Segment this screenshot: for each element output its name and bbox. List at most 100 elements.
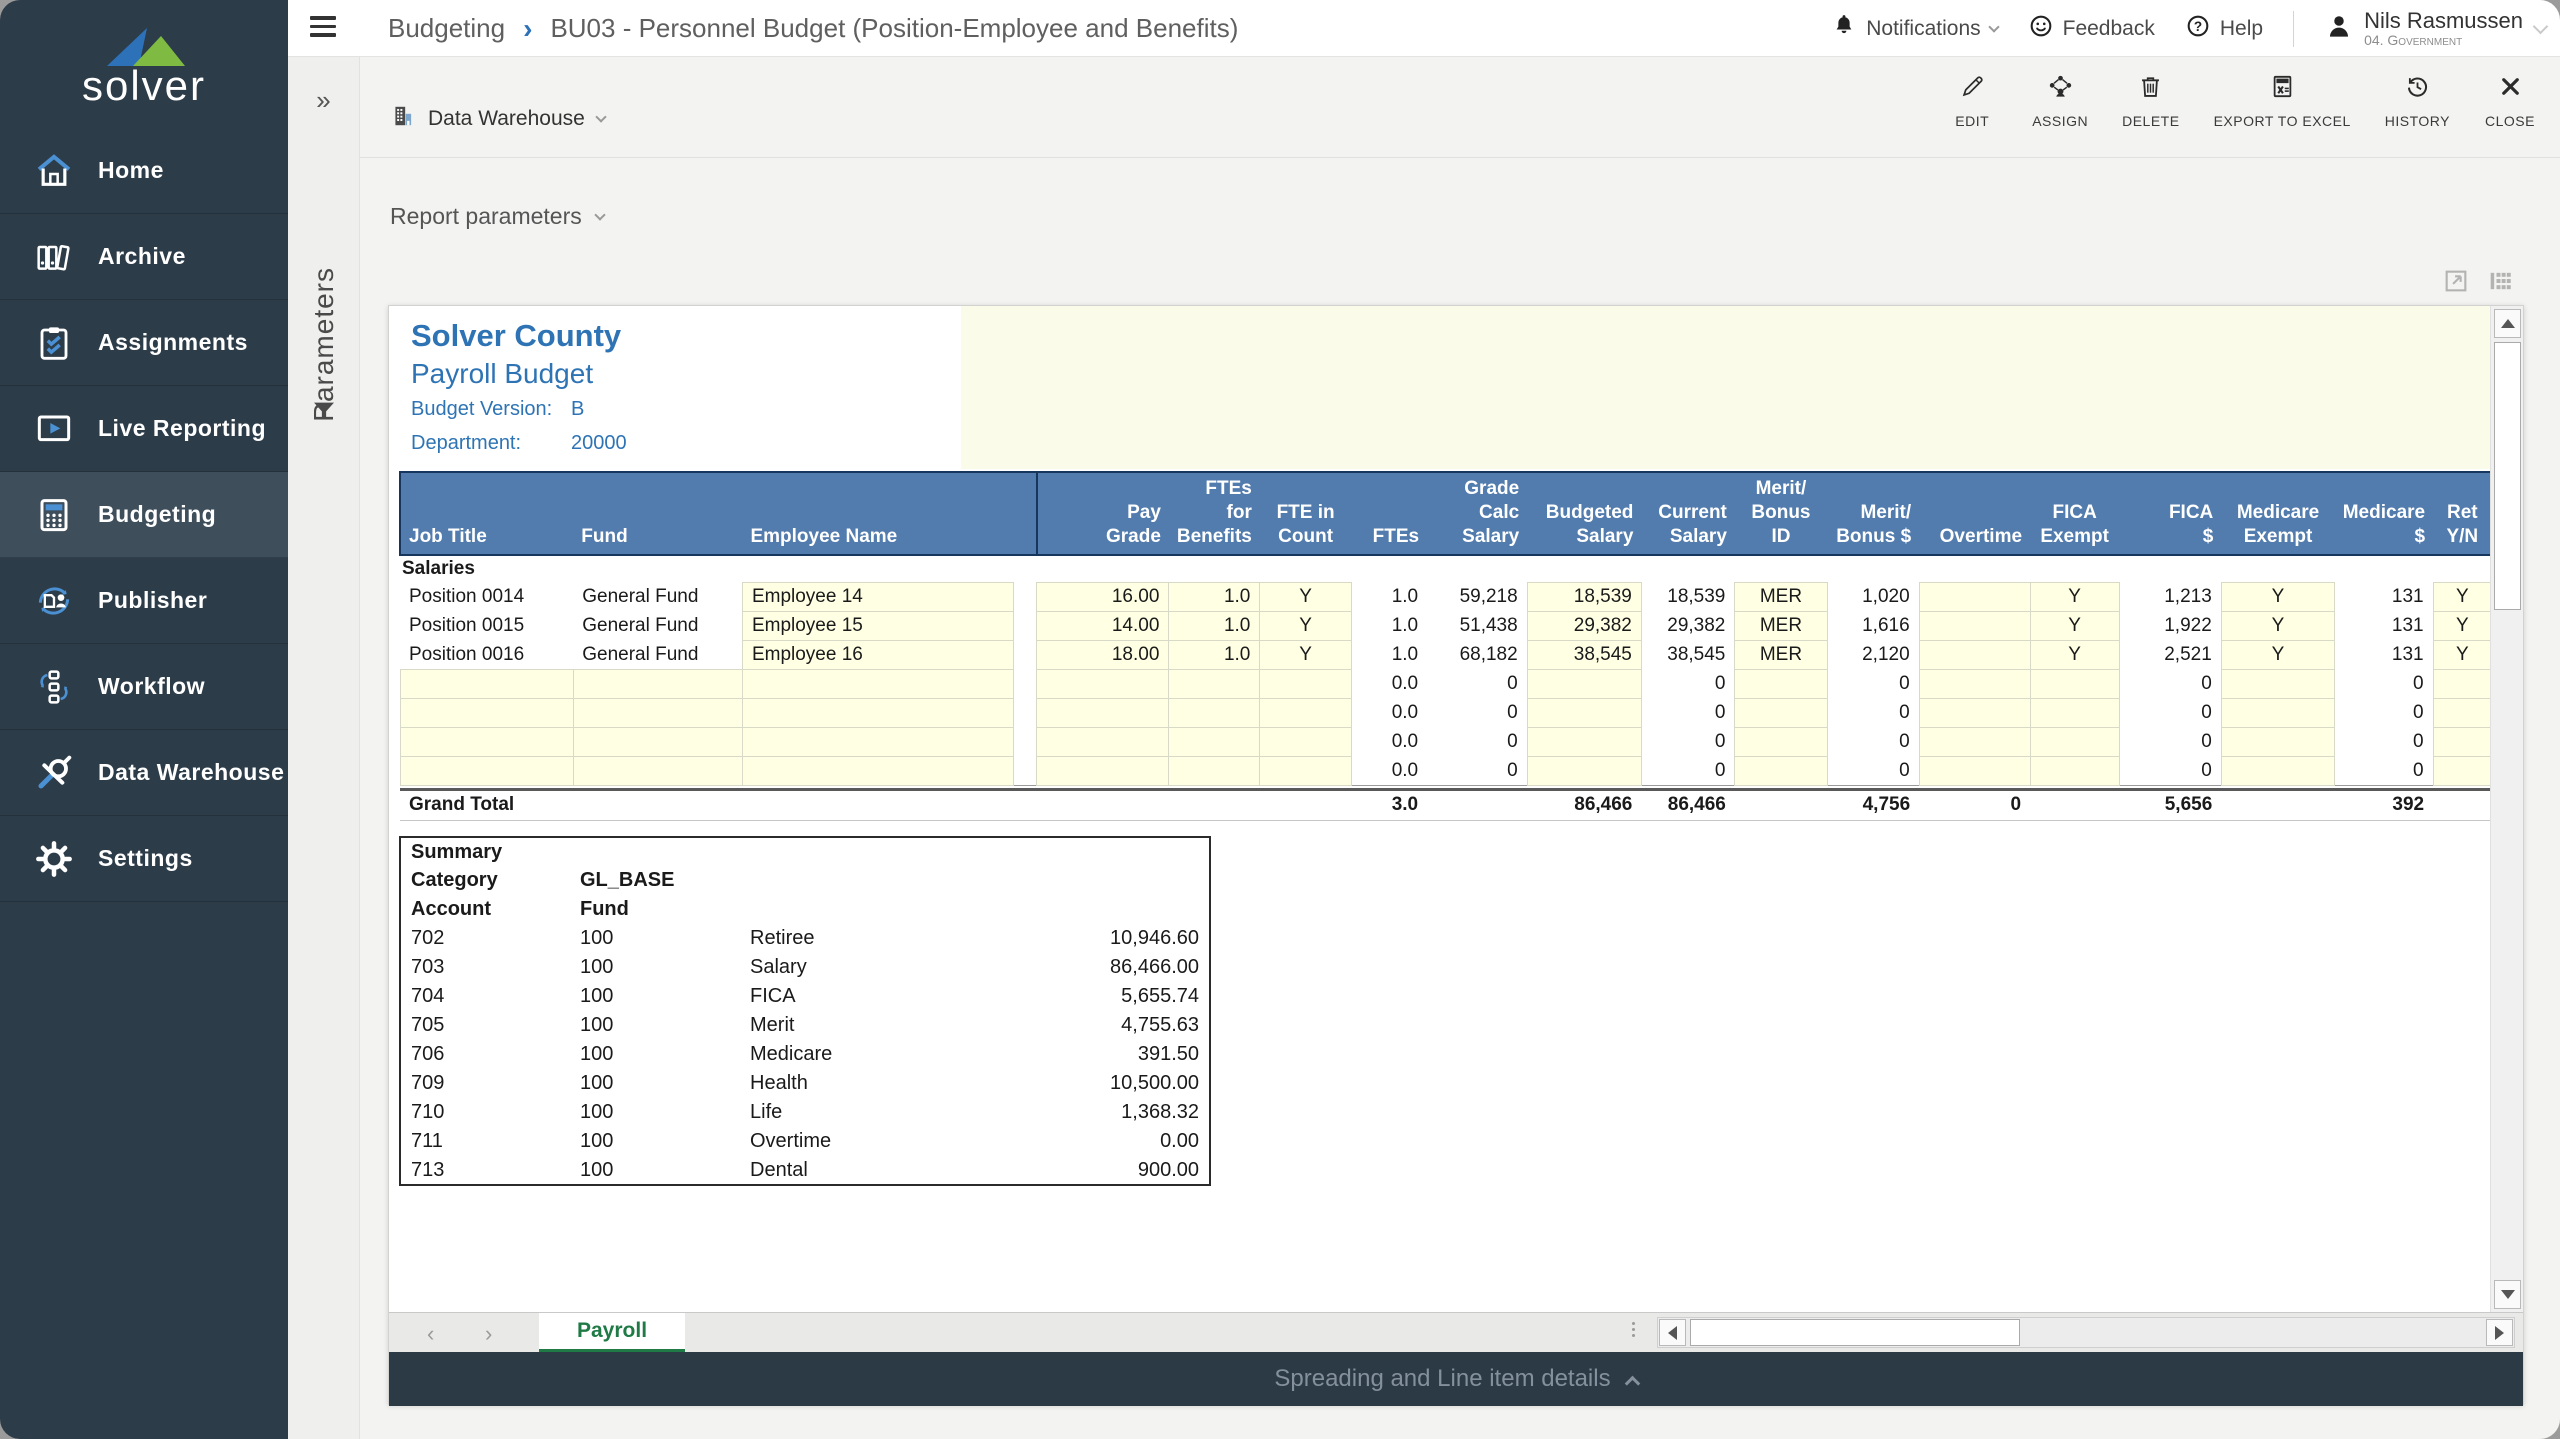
cell-merit_bonus_id[interactable] <box>1734 668 1828 699</box>
cell-merit_bonus_id[interactable]: MER <box>1734 610 1828 641</box>
help-button[interactable]: ? Help <box>2185 13 2263 45</box>
cell-medicare_exempt[interactable]: Y <box>2220 610 2336 641</box>
grid-view-button[interactable] <box>2486 267 2514 300</box>
cell-fte_in_count[interactable]: Y <box>1259 610 1352 641</box>
cell-fte_in_count[interactable]: Y <box>1259 639 1352 670</box>
cell-merit_bonus_id[interactable] <box>1734 755 1828 786</box>
vertical-scroll-thumb[interactable] <box>2494 342 2521 610</box>
filter-icon[interactable] <box>309 397 339 432</box>
scroll-up-button[interactable] <box>2494 309 2521 338</box>
cell-fte_in_count[interactable] <box>1259 726 1352 757</box>
cell-merit_bonus_id[interactable]: MER <box>1734 639 1828 670</box>
spreading-details-toggle[interactable]: Spreading and Line item details <box>389 1352 2523 1406</box>
sidebar-item-budgeting[interactable]: Budgeting <box>0 472 288 558</box>
cell-ret_yn[interactable]: Y <box>2432 639 2492 670</box>
cell-ftes_for_benefits[interactable] <box>1168 668 1261 699</box>
cell-ftes_for_benefits[interactable]: 1.0 <box>1168 610 1261 641</box>
cell-ftes_for_benefits[interactable] <box>1168 697 1261 728</box>
cell-ftes_for_benefits[interactable] <box>1168 726 1261 757</box>
cell-employee_name[interactable]: Employee 14 <box>741 581 1015 612</box>
cell-budgeted_salary[interactable]: 29,382 <box>1526 610 1642 641</box>
export-to-excel-button[interactable]: EXPORT TO EXCEL <box>2214 73 2351 129</box>
cell-overtime[interactable] <box>1918 697 2031 728</box>
cell-pay_grade[interactable] <box>1036 668 1170 699</box>
history-button[interactable]: HISTORY <box>2385 73 2450 129</box>
horizontal-scroll-thumb[interactable] <box>1690 1319 2020 1346</box>
cell-ret_yn[interactable]: Y <box>2432 610 2492 641</box>
solver-logo[interactable]: solver <box>0 0 288 128</box>
splitter-grip[interactable] <box>1632 1322 1635 1337</box>
close-button[interactable]: CLOSE <box>2484 73 2536 129</box>
cell-pay_grade[interactable] <box>1036 755 1170 786</box>
cell-fte_in_count[interactable] <box>1259 755 1352 786</box>
breadcrumb-section[interactable]: Budgeting <box>388 13 506 43</box>
cell-job_title[interactable] <box>399 668 574 699</box>
cell-overtime[interactable] <box>1918 668 2031 699</box>
cell-employee_name[interactable] <box>741 668 1015 699</box>
cell-fund[interactable] <box>572 668 743 699</box>
cell-fica_exempt[interactable] <box>2029 697 2120 728</box>
cell-pay_grade[interactable]: 14.00 <box>1036 610 1170 641</box>
vertical-scrollbar[interactable] <box>2490 306 2523 1312</box>
cell-ret_yn[interactable]: Y <box>2432 581 2492 612</box>
delete-button[interactable]: DELETE <box>2122 73 2179 129</box>
cell-employee_name[interactable]: Employee 16 <box>741 639 1015 670</box>
cell-ftes_for_benefits[interactable]: 1.0 <box>1168 639 1261 670</box>
cell-fund[interactable] <box>572 755 743 786</box>
feedback-button[interactable]: Feedback <box>2028 13 2155 45</box>
sidebar-item-assignments[interactable]: Assignments <box>0 300 288 386</box>
notifications-button[interactable]: Notifications <box>1831 13 2000 45</box>
cell-medicare_exempt[interactable] <box>2220 726 2336 757</box>
cell-fica_exempt[interactable] <box>2029 755 2120 786</box>
cell-budgeted_salary[interactable] <box>1526 755 1642 786</box>
cell-ret_yn[interactable] <box>2432 726 2492 757</box>
cell-ret_yn[interactable] <box>2432 755 2492 786</box>
cell-fica_exempt[interactable]: Y <box>2029 581 2120 612</box>
expand-report-button[interactable] <box>2442 267 2470 300</box>
scroll-down-button[interactable] <box>2494 1280 2521 1309</box>
cell-employee_name[interactable] <box>741 726 1015 757</box>
cell-job_title[interactable] <box>399 697 574 728</box>
cell-overtime[interactable] <box>1918 610 2031 641</box>
cell-budgeted_salary[interactable] <box>1526 668 1642 699</box>
sidebar-item-home[interactable]: Home <box>0 128 288 214</box>
cell-fica_exempt[interactable] <box>2029 726 2120 757</box>
cell-overtime[interactable] <box>1918 639 2031 670</box>
cell-job_title[interactable] <box>399 755 574 786</box>
sidebar-item-publisher[interactable]: Publisher <box>0 558 288 644</box>
cell-employee_name[interactable] <box>741 755 1015 786</box>
cell-fte_in_count[interactable] <box>1259 668 1352 699</box>
prev-sheet-button[interactable]: ‹ <box>427 1321 435 1346</box>
cell-pay_grade[interactable] <box>1036 697 1170 728</box>
cell-ftes_for_benefits[interactable]: 1.0 <box>1168 581 1261 612</box>
cell-medicare_exempt[interactable] <box>2220 697 2336 728</box>
cell-ret_yn[interactable] <box>2432 668 2492 699</box>
cell-pay_grade[interactable]: 18.00 <box>1036 639 1170 670</box>
cell-fica_exempt[interactable]: Y <box>2029 639 2120 670</box>
cell-job_title[interactable] <box>399 726 574 757</box>
hamburger-menu-button[interactable] <box>310 16 336 40</box>
sidebar-item-archive[interactable]: Archive <box>0 214 288 300</box>
cell-medicare_exempt[interactable]: Y <box>2220 581 2336 612</box>
scroll-right-button[interactable] <box>2486 1319 2513 1346</box>
cell-fte_in_count[interactable] <box>1259 697 1352 728</box>
cell-fica_exempt[interactable] <box>2029 668 2120 699</box>
cell-ftes_for_benefits[interactable] <box>1168 755 1261 786</box>
cell-fica_exempt[interactable]: Y <box>2029 610 2120 641</box>
cell-fte_in_count[interactable]: Y <box>1259 581 1352 612</box>
cell-budgeted_salary[interactable]: 38,545 <box>1526 639 1642 670</box>
sidebar-item-data-warehouse[interactable]: Data Warehouse <box>0 730 288 816</box>
cell-medicare_exempt[interactable] <box>2220 755 2336 786</box>
sidebar-item-live-reporting[interactable]: Live Reporting <box>0 386 288 472</box>
cell-budgeted_salary[interactable] <box>1526 697 1642 728</box>
report-parameters-dropdown[interactable]: Report parameters <box>390 203 606 230</box>
cell-merit_bonus_id[interactable] <box>1734 697 1828 728</box>
cell-ret_yn[interactable] <box>2432 697 2492 728</box>
expand-parameters-button[interactable]: » <box>316 85 331 115</box>
edit-button[interactable]: EDIT <box>1946 73 1998 129</box>
cell-merit_bonus_id[interactable] <box>1734 726 1828 757</box>
cell-fund[interactable] <box>572 726 743 757</box>
cell-employee_name[interactable]: Employee 15 <box>741 610 1015 641</box>
sheet-tab-payroll[interactable]: Payroll <box>539 1313 686 1353</box>
horizontal-scrollbar[interactable] <box>1657 1317 2515 1348</box>
